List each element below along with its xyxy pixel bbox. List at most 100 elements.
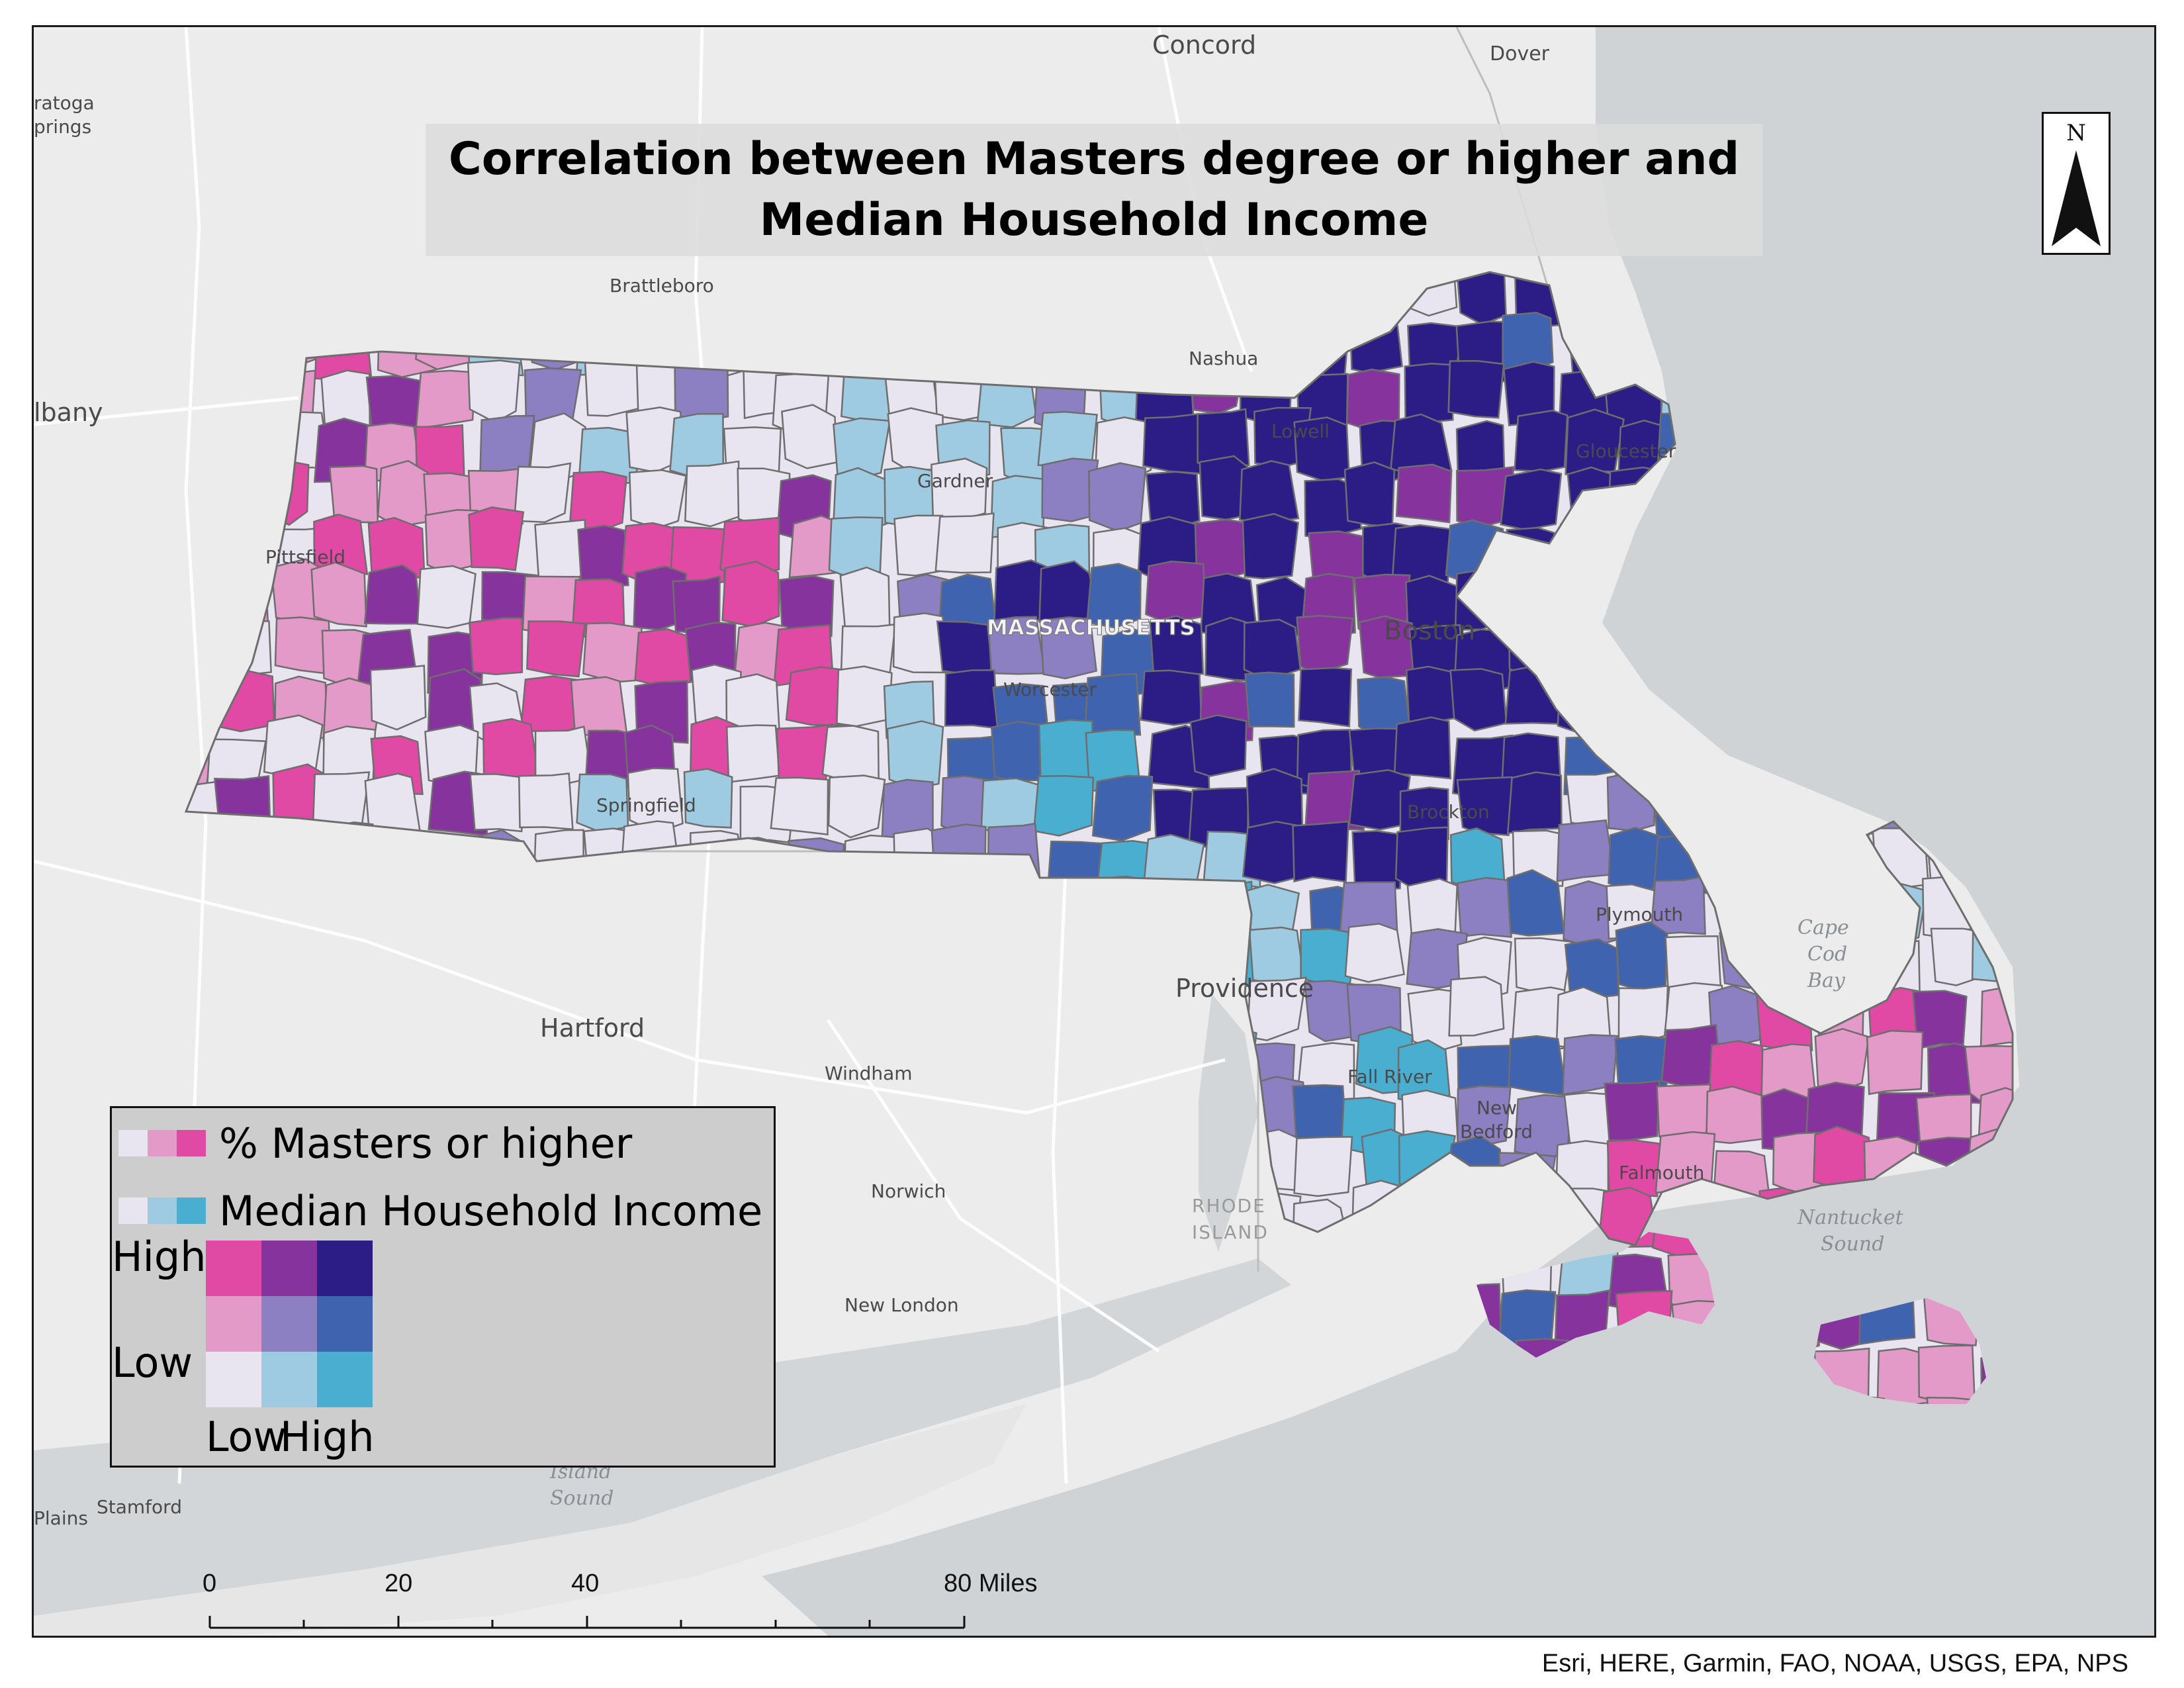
town-polygon[interactable] [312, 771, 371, 828]
town-polygon[interactable] [1343, 461, 1396, 528]
town-polygon[interactable] [1091, 774, 1154, 842]
town-polygon[interactable] [827, 774, 886, 839]
town-polygon[interactable] [467, 359, 521, 424]
town-polygon[interactable] [1032, 774, 1095, 837]
town-polygon[interactable] [1292, 1084, 1347, 1142]
town-polygon[interactable] [828, 516, 884, 580]
town-polygon[interactable] [1344, 923, 1405, 983]
town-polygon[interactable] [886, 720, 944, 790]
town-polygon[interactable] [469, 617, 523, 675]
town-polygon[interactable] [1604, 1080, 1661, 1141]
town-polygon[interactable] [1866, 1029, 1924, 1096]
legend-bivariate-grid [206, 1241, 373, 1407]
town-polygon[interactable] [577, 524, 629, 587]
town-polygon[interactable] [363, 564, 423, 625]
town-polygon[interactable] [944, 669, 999, 729]
town-polygon[interactable] [821, 725, 880, 783]
label-nashua: Nashua [1189, 348, 1258, 369]
town-polygon[interactable] [1239, 460, 1300, 524]
town-polygon[interactable] [725, 724, 780, 783]
town-polygon[interactable] [570, 676, 628, 737]
legend-grid-cell [261, 1241, 317, 1296]
town-polygon[interactable] [1457, 876, 1512, 938]
town-polygon[interactable] [1917, 1344, 1976, 1404]
town-polygon[interactable] [1448, 976, 1505, 1037]
town-polygon[interactable] [770, 776, 829, 835]
town-polygon[interactable] [1243, 618, 1302, 681]
town-polygon[interactable] [1145, 560, 1206, 624]
town-polygon[interactable] [1394, 826, 1449, 892]
town-polygon[interactable] [1088, 462, 1147, 532]
town-polygon[interactable] [1395, 463, 1453, 524]
town-polygon[interactable] [684, 460, 740, 528]
town-polygon[interactable] [1296, 614, 1354, 675]
town-polygon[interactable] [518, 773, 574, 831]
town-polygon[interactable] [683, 768, 733, 829]
narragansett-bay [1199, 994, 1258, 1252]
town-polygon[interactable] [1506, 771, 1563, 835]
town-polygon[interactable] [1456, 776, 1513, 837]
town-polygon[interactable] [1393, 716, 1452, 780]
label-brockton: Brockton [1407, 801, 1490, 823]
town-polygon[interactable] [1292, 820, 1349, 883]
town-polygon[interactable] [1244, 671, 1295, 728]
map-canvas[interactable]: Concord Dover ratoga prings Brattleboro … [34, 27, 2154, 1636]
town-polygon[interactable] [1449, 668, 1508, 731]
town-polygon[interactable] [719, 516, 780, 577]
town-polygon[interactable] [1514, 409, 1569, 473]
town-polygon[interactable] [1298, 667, 1353, 727]
town-polygon[interactable] [781, 404, 839, 469]
scale-label-80: 80 Miles [944, 1570, 1038, 1597]
town-polygon[interactable] [934, 512, 995, 574]
town-polygon[interactable] [1617, 984, 1669, 1045]
town-polygon[interactable] [582, 622, 643, 683]
legend-income-swatch-mid [148, 1197, 177, 1224]
town-polygon[interactable] [1926, 1396, 1985, 1454]
legend-grid-cell [261, 1352, 317, 1407]
town-polygon[interactable] [1242, 512, 1299, 580]
town-polygon[interactable] [365, 375, 424, 432]
town-polygon[interactable] [1038, 719, 1095, 782]
town-polygon[interactable] [479, 414, 535, 473]
town-polygon[interactable] [1447, 359, 1505, 419]
town-polygon[interactable] [415, 369, 477, 430]
town-polygon[interactable] [526, 620, 586, 678]
town-polygon[interactable] [468, 506, 525, 571]
town-polygon[interactable] [369, 665, 427, 731]
town-polygon[interactable] [469, 773, 527, 833]
legend-masters-label: % Masters or higher [219, 1119, 633, 1168]
town-polygon[interactable] [1664, 935, 1722, 991]
town-polygon[interactable] [839, 566, 891, 635]
town-polygon[interactable] [1514, 937, 1573, 995]
town-polygon[interactable] [721, 561, 780, 628]
town-polygon[interactable] [310, 561, 367, 628]
town-polygon[interactable] [634, 628, 693, 687]
town-polygon[interactable] [1197, 408, 1250, 468]
town-polygon[interactable] [1407, 988, 1463, 1053]
town-polygon[interactable] [1189, 714, 1248, 777]
town-polygon[interactable] [887, 407, 944, 471]
town-polygon[interactable] [1293, 1136, 1353, 1197]
town-polygon[interactable] [628, 469, 688, 530]
town-polygon[interactable] [1039, 616, 1097, 680]
town-polygon[interactable] [627, 767, 684, 834]
town-polygon[interactable] [1404, 363, 1454, 424]
legend-grid-cell [261, 1296, 317, 1352]
town-polygon[interactable] [482, 718, 540, 782]
town-polygon[interactable] [1556, 819, 1615, 882]
town-polygon[interactable] [1397, 1039, 1451, 1105]
town-polygon[interactable] [990, 720, 1043, 782]
town-polygon[interactable] [936, 620, 993, 676]
label-new-bedford-2: Bedford [1460, 1121, 1533, 1143]
town-polygon[interactable] [1508, 1035, 1568, 1097]
town-polygon[interactable] [1351, 830, 1403, 891]
town-polygon[interactable] [1500, 468, 1563, 531]
town-polygon[interactable] [1037, 410, 1098, 467]
water-labels: Cape Cod Bay Nantucket Sound Island Soun… [549, 916, 1904, 1510]
town-polygon[interactable] [416, 565, 477, 629]
town-polygon[interactable] [1615, 921, 1668, 992]
town-polygon[interactable] [1242, 821, 1301, 884]
town-polygon[interactable] [1140, 669, 1203, 726]
town-polygon[interactable] [836, 665, 893, 727]
town-polygon[interactable] [1142, 412, 1203, 475]
